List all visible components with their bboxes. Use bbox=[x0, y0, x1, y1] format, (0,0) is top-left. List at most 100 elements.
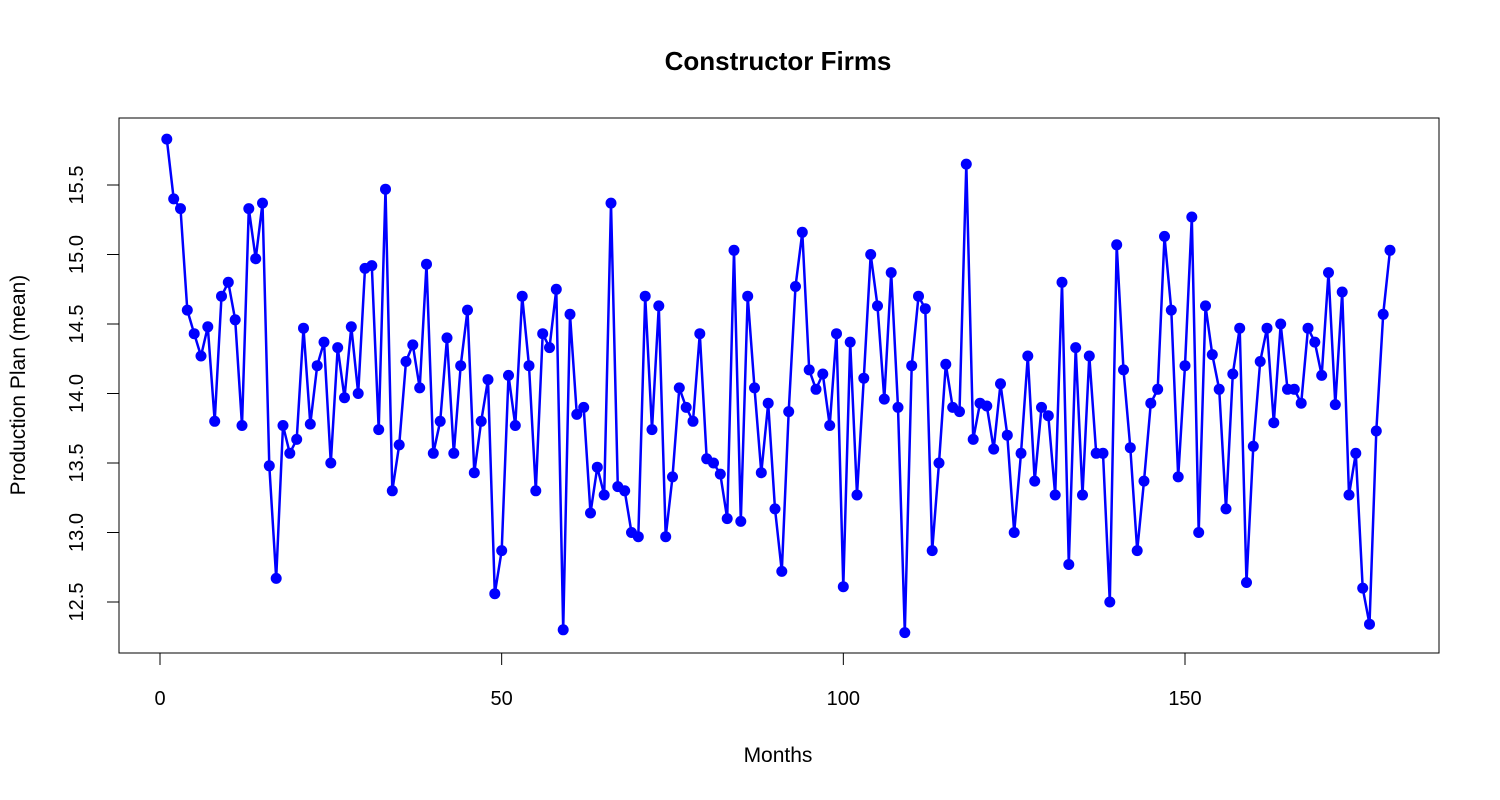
data-point bbox=[824, 420, 836, 431]
data-point bbox=[1213, 383, 1225, 395]
data-point bbox=[817, 368, 829, 380]
data-point bbox=[578, 401, 590, 413]
data-point bbox=[1165, 304, 1177, 316]
data-point bbox=[1384, 244, 1396, 256]
data-point bbox=[339, 392, 350, 404]
data-point bbox=[1152, 383, 1164, 395]
data-point bbox=[865, 249, 877, 260]
data-point bbox=[557, 624, 569, 636]
data-point bbox=[1186, 211, 1198, 223]
data-point bbox=[844, 336, 856, 348]
y-axis: 12.5 13.0 13.5 14.0 14.5 15.0 15.5 bbox=[66, 166, 120, 622]
data-point bbox=[175, 203, 186, 215]
data-point bbox=[1350, 447, 1362, 459]
data-point bbox=[872, 300, 883, 312]
data-point bbox=[564, 308, 576, 320]
data-point bbox=[1015, 447, 1027, 459]
data-point bbox=[988, 443, 1000, 455]
data-point bbox=[1247, 440, 1259, 452]
data-point bbox=[1206, 349, 1218, 361]
data-point bbox=[168, 193, 180, 205]
data-point bbox=[250, 253, 262, 265]
data-point bbox=[646, 424, 658, 436]
series-line bbox=[165, 138, 1392, 634]
data-point bbox=[1056, 276, 1068, 288]
data-point bbox=[1124, 442, 1136, 454]
data-point bbox=[468, 467, 480, 479]
data-point bbox=[605, 197, 617, 209]
data-point bbox=[585, 507, 596, 519]
data-point bbox=[776, 565, 788, 577]
data-point bbox=[885, 267, 897, 279]
data-point bbox=[325, 457, 337, 469]
data-point bbox=[257, 197, 268, 209]
data-point bbox=[1336, 286, 1348, 298]
data-point bbox=[284, 447, 296, 459]
data-point bbox=[1329, 399, 1341, 411]
data-point bbox=[673, 382, 685, 394]
data-point bbox=[516, 290, 528, 302]
data-point bbox=[414, 382, 426, 394]
data-point bbox=[1302, 322, 1314, 334]
data-point bbox=[1275, 318, 1287, 330]
data-point bbox=[810, 383, 822, 395]
data-point bbox=[1254, 356, 1266, 367]
data-point bbox=[762, 397, 774, 409]
data-point bbox=[598, 489, 610, 501]
data-point bbox=[1316, 369, 1328, 381]
data-point bbox=[639, 290, 651, 302]
data-point bbox=[236, 420, 248, 431]
data-point bbox=[851, 489, 863, 501]
data-point bbox=[619, 485, 631, 497]
y-tick-label: 14.0 bbox=[66, 374, 88, 413]
y-tick-label: 12.5 bbox=[66, 583, 88, 622]
x-tick-label: 100 bbox=[827, 688, 860, 710]
data-point bbox=[960, 158, 972, 170]
data-point bbox=[721, 513, 733, 525]
data-point bbox=[352, 388, 364, 399]
data-point bbox=[735, 515, 747, 527]
data-point bbox=[837, 581, 849, 593]
data-point bbox=[366, 260, 378, 272]
data-point bbox=[995, 378, 1006, 390]
data-point bbox=[1042, 410, 1054, 422]
data-point bbox=[503, 369, 514, 381]
data-point bbox=[475, 415, 487, 427]
data-point bbox=[1323, 267, 1334, 279]
data-point bbox=[940, 358, 952, 370]
data-point bbox=[1036, 401, 1047, 413]
data-point bbox=[783, 406, 795, 418]
x-tick-label: 0 bbox=[154, 688, 165, 710]
data-point bbox=[304, 418, 316, 430]
data-point bbox=[790, 281, 801, 292]
data-point bbox=[981, 400, 993, 412]
data-point bbox=[755, 467, 767, 479]
data-point bbox=[680, 401, 692, 413]
data-point bbox=[298, 322, 309, 334]
data-point bbox=[1357, 582, 1369, 594]
data-point bbox=[1220, 503, 1232, 515]
data-point bbox=[455, 360, 467, 372]
data-point bbox=[892, 401, 904, 413]
y-axis-label: Production Plan (mean) bbox=[7, 275, 30, 496]
data-point bbox=[1029, 475, 1041, 487]
data-point bbox=[632, 531, 644, 543]
data-point bbox=[434, 415, 446, 427]
data-point bbox=[571, 408, 583, 420]
data-point bbox=[1227, 368, 1239, 380]
data-point bbox=[1343, 489, 1355, 501]
data-point bbox=[858, 372, 870, 384]
data-point bbox=[1077, 489, 1088, 501]
data-point bbox=[489, 588, 501, 600]
y-tick-label: 13.0 bbox=[66, 513, 88, 552]
data-point bbox=[1288, 383, 1300, 395]
data-point bbox=[161, 133, 173, 145]
data-point bbox=[694, 328, 706, 340]
data-point bbox=[482, 374, 494, 386]
data-point bbox=[407, 339, 419, 351]
data-point bbox=[1370, 425, 1382, 437]
data-point bbox=[1138, 475, 1150, 487]
data-point bbox=[1309, 336, 1321, 348]
data-point bbox=[1022, 350, 1034, 362]
